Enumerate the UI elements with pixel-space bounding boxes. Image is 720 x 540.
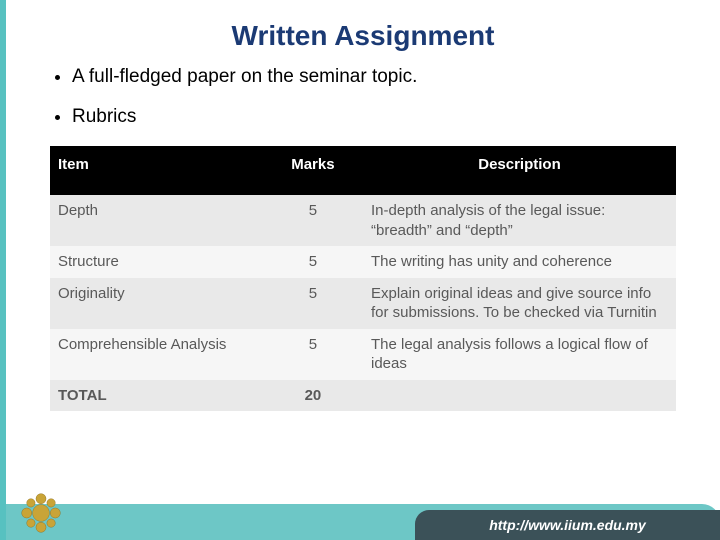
footer: http://www.iium.edu.my [6,504,720,540]
cell-marks: 5 [263,278,363,329]
cell-item: Structure [50,246,263,278]
table-row: Structure 5 The writing has unity and co… [50,246,676,278]
bullet-item: Rubrics [72,106,676,128]
cell-marks: 5 [263,329,363,380]
cell-description: In-depth analysis of the legal issue: “b… [363,195,676,246]
rubric-table: Item Marks Description Depth 5 In-depth … [50,146,676,411]
column-header-marks: Marks [263,146,363,195]
table-header-row: Item Marks Description [50,146,676,195]
bullet-item: A full-fledged paper on the seminar topi… [72,66,676,88]
cell-marks-total: 20 [263,380,363,412]
slide: Written Assignment A full-fledged paper … [0,0,720,540]
university-logo-icon [20,492,62,534]
cell-item-total: TOTAL [50,380,263,412]
cell-marks: 5 [263,195,363,246]
column-header-item: Item [50,146,263,195]
footer-url: http://www.iium.edu.my [415,510,720,540]
table-row-total: TOTAL 20 [50,380,676,412]
cell-item: Comprehensible Analysis [50,329,263,380]
cell-description: The writing has unity and coherence [363,246,676,278]
table-row: Depth 5 In-depth analysis of the legal i… [50,195,676,246]
cell-description: Explain original ideas and give source i… [363,278,676,329]
cell-description: The legal analysis follows a logical flo… [363,329,676,380]
content-area: A full-fledged paper on the seminar topi… [6,66,720,411]
table-row: Originality 5 Explain original ideas and… [50,278,676,329]
cell-marks: 5 [263,246,363,278]
column-header-description: Description [363,146,676,195]
cell-item: Originality [50,278,263,329]
page-title: Written Assignment [6,0,720,66]
bullet-list: A full-fledged paper on the seminar topi… [50,66,676,128]
cell-description-total [363,380,676,412]
table-row: Comprehensible Analysis 5 The legal anal… [50,329,676,380]
cell-item: Depth [50,195,263,246]
